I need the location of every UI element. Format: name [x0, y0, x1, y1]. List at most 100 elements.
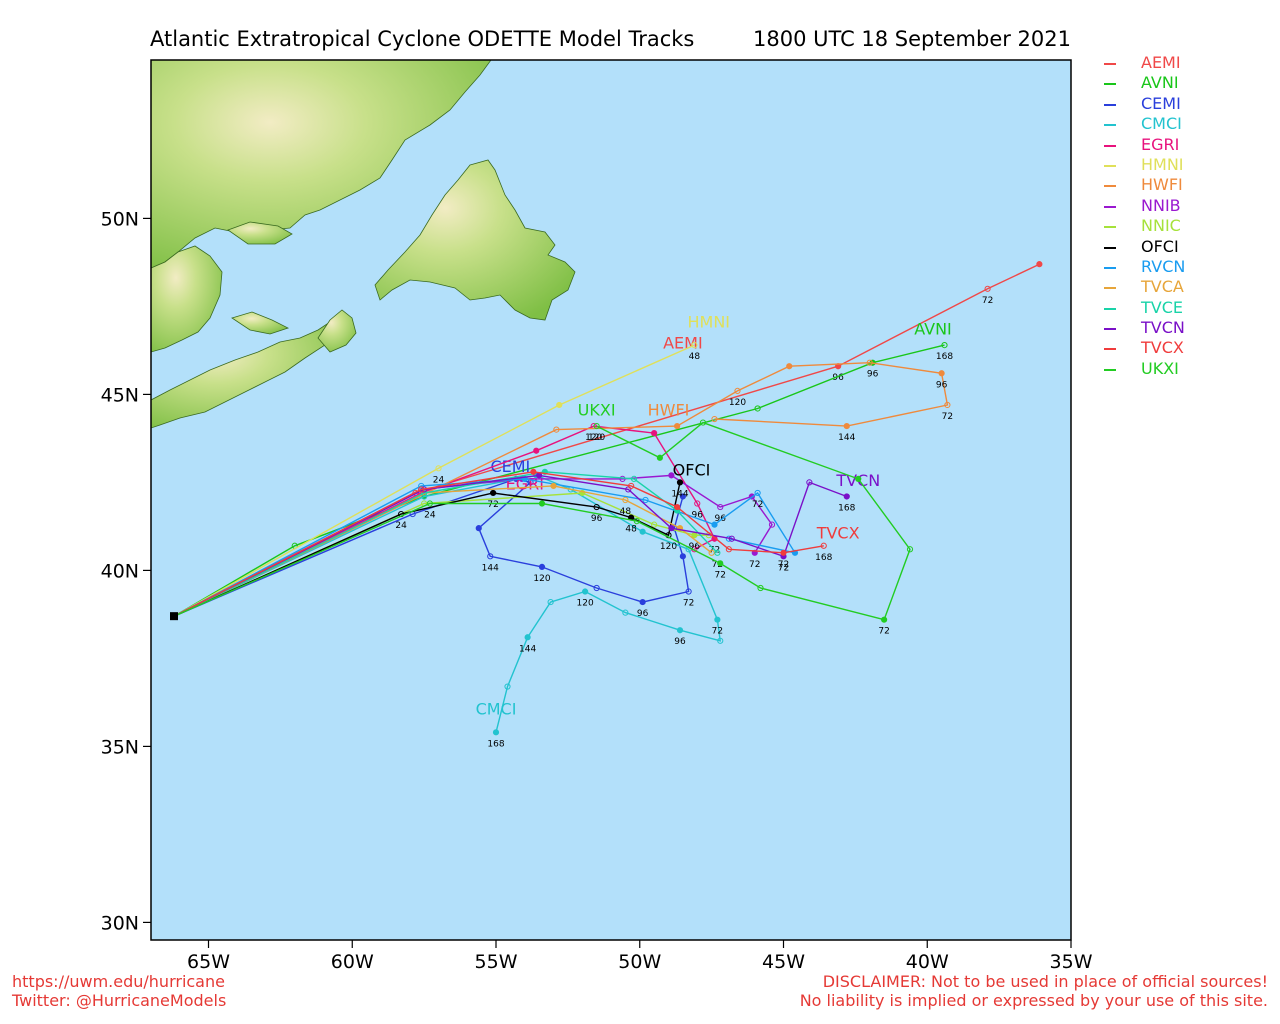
track-point — [754, 405, 761, 412]
hour-label: 72 — [778, 560, 789, 570]
track-point — [668, 525, 675, 532]
track-point — [757, 584, 764, 592]
legend-swatch — [1104, 328, 1116, 331]
legend-label: HWFI — [1141, 175, 1183, 195]
track-cmci[interactable]: 72 96 120 144 168 CMCI — [173, 472, 724, 750]
origin-marker — [170, 612, 178, 621]
x-tick-label: 65W — [187, 951, 230, 973]
legend-item-cemi[interactable]: CEMI — [1100, 94, 1275, 114]
legend-label: CMCI — [1141, 114, 1182, 134]
track-point — [714, 549, 721, 556]
legend-item-tvca[interactable]: TVCA — [1100, 277, 1275, 297]
track-point — [734, 387, 741, 394]
disclaimer-line-2: No liability is implied or expressed by … — [799, 991, 1268, 1010]
track-point — [725, 546, 732, 553]
track-ofci[interactable]: 24 72 96 48 120 144 OFCI — [173, 460, 711, 617]
track-point — [855, 475, 862, 482]
track-point — [806, 479, 813, 486]
track-point — [679, 493, 686, 500]
hour-label: 120 — [577, 599, 594, 609]
track-point — [668, 472, 675, 479]
legend-swatch — [1104, 124, 1116, 127]
legend-item-cmci[interactable]: CMCI — [1100, 114, 1275, 134]
legend-item-tvce[interactable]: TVCE — [1100, 298, 1275, 318]
legend-item-rvcn[interactable]: RVCN — [1100, 257, 1275, 277]
hour-label: 24 — [433, 475, 445, 485]
footer-twitter[interactable]: Twitter: @HurricaneModels — [12, 991, 227, 1010]
track-hwfi[interactable]: 120 96 72 144 HWFI — [173, 359, 953, 617]
legend-swatch — [1104, 164, 1116, 167]
track-point — [676, 627, 684, 634]
track-line — [173, 471, 824, 617]
hour-label: 72 — [715, 570, 726, 580]
footer-disclaimer: DISCLAIMER: Not to be used in place of o… — [800, 972, 1268, 1010]
legend-item-tvcn[interactable]: TVCN — [1100, 318, 1275, 338]
track-point — [786, 363, 793, 370]
x-tick-label: 35W — [1050, 951, 1093, 973]
track-point — [593, 503, 600, 511]
plot-frame — [150, 59, 1072, 941]
track-line — [173, 344, 695, 617]
hour-label: 96 — [674, 637, 686, 647]
legend-item-egri[interactable]: EGRI — [1100, 135, 1275, 155]
hour-label: 144 — [838, 433, 855, 443]
track-point — [487, 553, 494, 560]
hour-label: 120 — [660, 542, 677, 552]
legend-item-tvcx[interactable]: TVCX — [1100, 338, 1275, 358]
track-point — [685, 588, 692, 595]
track-point — [711, 415, 718, 423]
track-name-label: OFCI — [673, 460, 711, 479]
track-point — [524, 634, 531, 641]
track-point — [656, 454, 663, 461]
mainland-canada — [151, 60, 492, 269]
legend-item-nnic[interactable]: NNIC — [1100, 216, 1275, 236]
track-point — [728, 535, 735, 542]
legend-item-ukxi[interactable]: UKXI — [1100, 359, 1275, 379]
legend-swatch — [1104, 266, 1116, 269]
hour-label: 96 — [715, 514, 727, 524]
track-point — [642, 496, 649, 504]
track-point — [1036, 261, 1043, 268]
legend-item-nnib[interactable]: NNIB — [1100, 196, 1275, 216]
track-point — [651, 430, 658, 437]
track-point — [691, 532, 698, 539]
track-cemi[interactable]: 144 120 96 72 CEMI — [173, 457, 694, 619]
track-tvcx[interactable]: 72 168 TVCX — [173, 468, 860, 617]
hour-label: 96 — [637, 609, 649, 619]
hour-label: 168 — [487, 739, 504, 749]
hour-label: 96 — [591, 514, 603, 524]
track-point — [582, 588, 589, 595]
legend-item-ofci[interactable]: OFCI — [1100, 237, 1275, 257]
y-tick-label: 45N — [101, 384, 139, 406]
legend-item-avni[interactable]: AVNI — [1100, 73, 1275, 93]
hour-label: 168 — [815, 553, 832, 563]
anticosti-island — [227, 221, 293, 245]
legend-label: TVCN — [1141, 318, 1185, 338]
legend-label: AEMI — [1141, 53, 1181, 72]
legend-swatch — [1104, 205, 1116, 208]
legend-label: RVCN — [1141, 256, 1186, 276]
track-point — [492, 729, 500, 736]
track-line — [173, 482, 681, 617]
track-name-label: HMNI — [687, 313, 730, 332]
y-tick-label: 35N — [101, 736, 139, 758]
legend-swatch — [1104, 368, 1116, 371]
track-point — [717, 637, 724, 644]
model-tracks: 9672AEMI96168AVNI1441209672CEMI729612014… — [173, 261, 1043, 750]
legend-item-aemi[interactable]: AEMI — [1100, 53, 1275, 73]
track-name-label: HWFI — [648, 401, 690, 420]
legend-item-hwfi[interactable]: HWFI — [1100, 175, 1275, 195]
track-point — [691, 342, 698, 349]
legend-swatch — [1104, 144, 1116, 147]
footer-url[interactable]: https://uwm.edu/hurricane — [12, 972, 225, 991]
track-name-label: AEMI — [663, 334, 703, 353]
track-point — [556, 401, 563, 409]
land-areas — [151, 60, 576, 429]
legend-item-hmni[interactable]: HMNI — [1100, 155, 1275, 175]
hour-label: 72 — [712, 627, 723, 637]
legend-label: EGRI — [1141, 134, 1180, 154]
x-tick-label: 45W — [762, 951, 805, 973]
track-hmni[interactable]: 24 48 HMNI — [173, 313, 730, 617]
